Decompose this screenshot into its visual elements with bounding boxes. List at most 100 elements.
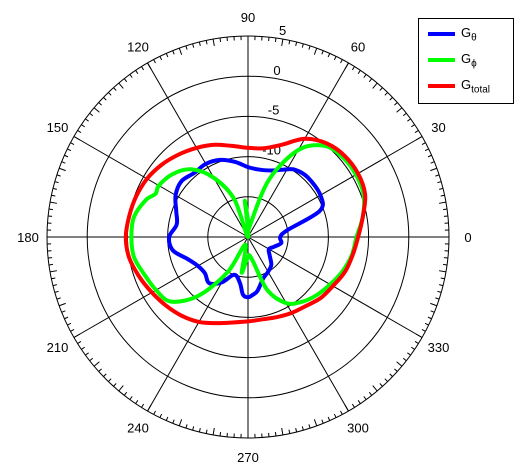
tick-mark <box>357 70 361 74</box>
tick-mark <box>77 340 82 344</box>
tick-mark <box>414 340 419 344</box>
tick-mark <box>61 310 66 313</box>
tick-mark <box>205 429 208 434</box>
tick-mark <box>219 432 222 437</box>
tick-mark <box>89 112 94 117</box>
angular-tick-labels: 0 30 60 90 120 150 180 210 240 270 300 330 <box>17 10 471 465</box>
tick-mark <box>52 284 57 287</box>
tick-mark <box>327 416 331 421</box>
tick-mark <box>333 56 337 61</box>
tick-mark <box>435 297 440 300</box>
tick-mark <box>421 142 426 145</box>
tick-mark <box>430 167 438 172</box>
tick-mark <box>379 87 383 91</box>
legend-swatch-g-theta <box>428 32 455 36</box>
tick-mark <box>52 187 57 190</box>
tick-mark <box>411 346 415 350</box>
tick-mark <box>421 329 426 332</box>
tick-mark <box>414 130 419 134</box>
tick-mark <box>147 404 152 412</box>
tick-mark <box>372 385 378 392</box>
tick-mark <box>73 136 81 141</box>
tick-mark <box>178 419 183 427</box>
tick-mark <box>440 277 445 280</box>
tick-mark <box>165 416 169 421</box>
tick-mark <box>389 97 393 101</box>
tick-mark <box>192 426 195 431</box>
tick-mark <box>407 118 411 122</box>
grid-spoke <box>247 136 423 238</box>
legend-item-g-phi: Gϕ <box>419 49 513 71</box>
tick-mark <box>165 53 169 58</box>
tick-mark <box>424 322 429 326</box>
tick-mark <box>48 208 53 211</box>
tick-mark <box>48 263 53 266</box>
tick-mark <box>118 82 124 89</box>
tick-mark <box>430 161 435 164</box>
legend-label-main: G <box>461 77 472 92</box>
tick-mark <box>288 429 291 434</box>
tick-mark <box>281 38 284 47</box>
tick-mark <box>113 87 117 91</box>
tick-mark <box>147 62 152 70</box>
tick-mark <box>396 107 403 113</box>
tick-mark <box>308 45 311 50</box>
tick-mark <box>394 368 398 372</box>
tick-mark <box>295 428 298 433</box>
tick-mark <box>159 56 163 61</box>
tick-mark <box>61 161 66 164</box>
tick-mark <box>198 428 201 433</box>
tick-mark <box>67 322 72 326</box>
tick-mark <box>430 302 438 307</box>
tick-mark <box>93 107 100 113</box>
angular-tick-label: 90 <box>241 10 255 25</box>
angular-tick-label: 210 <box>47 340 69 355</box>
tick-mark <box>58 167 66 172</box>
tick-mark <box>438 201 447 204</box>
tick-mark <box>56 174 61 177</box>
angular-tick-label: 30 <box>431 120 445 135</box>
tick-mark <box>159 413 163 418</box>
tick-mark <box>427 154 432 158</box>
tick-mark <box>85 352 89 356</box>
legend-swatch-g-phi <box>428 58 455 62</box>
tick-mark <box>51 277 56 280</box>
tick-mark <box>198 41 201 46</box>
tick-mark <box>351 403 355 408</box>
tick-mark <box>103 373 107 377</box>
legend-label-main: G <box>461 51 472 66</box>
tick-mark <box>81 124 85 128</box>
angular-tick-label: 120 <box>127 39 149 54</box>
grid-spoke <box>73 236 249 338</box>
tick-mark <box>64 154 69 158</box>
tick-mark <box>321 50 324 55</box>
tick-mark <box>427 316 432 320</box>
tick-mark <box>402 112 407 117</box>
tick-mark <box>108 92 112 96</box>
grid-spoke <box>73 136 249 238</box>
tick-mark <box>108 378 112 382</box>
legend-label-sub: ϕ <box>471 58 477 70</box>
tick-mark <box>372 82 378 89</box>
tick-mark <box>344 404 349 412</box>
series-curves <box>123 136 368 326</box>
tick-mark <box>77 130 82 134</box>
tick-mark <box>368 78 373 83</box>
radial-tick-label: 5 <box>279 23 286 38</box>
tick-mark <box>394 102 398 106</box>
tick-mark <box>51 194 56 197</box>
tick-mark <box>440 194 445 197</box>
tick-mark <box>363 396 367 400</box>
angular-tick-label: 60 <box>351 39 365 54</box>
tick-mark <box>439 187 444 190</box>
tick-mark <box>49 270 58 273</box>
tick-mark <box>129 396 133 400</box>
angular-tick-label: 0 <box>464 230 471 245</box>
tick-mark <box>443 263 448 266</box>
legend-item-g-theta: Gθ <box>419 23 513 45</box>
tick-mark <box>389 373 393 377</box>
tick-mark <box>49 201 58 204</box>
tick-mark <box>313 419 318 427</box>
angular-tick-label: 150 <box>47 120 69 135</box>
tick-mark <box>89 357 94 362</box>
